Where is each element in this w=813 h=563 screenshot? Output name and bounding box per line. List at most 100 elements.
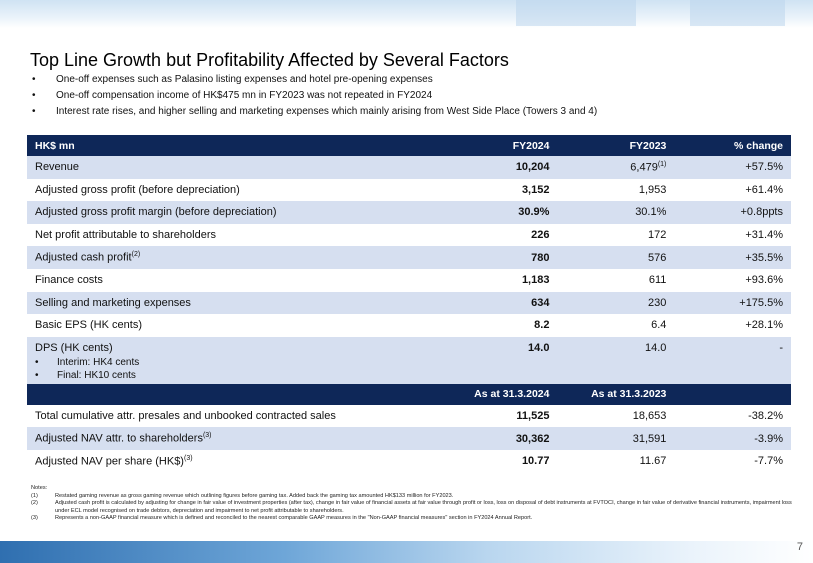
value-change: +61.4% [745,183,783,196]
row-label: Adjusted gross profit (before depreciati… [35,183,240,196]
table-row: Finance costs 1,183 611 +93.6% [27,269,791,292]
value-fy2023: 30.1% [635,206,667,219]
value-change: -38.2% [748,410,783,423]
value-fy2024: 1,183 [521,274,550,287]
footnote-marker: (2) [131,251,141,259]
header-as-at-2023: As at 31.3.2023 [591,388,667,401]
list-item-text: Interim: HK4 cents [57,356,140,368]
row-label: Net profit attributable to shareholders [35,229,216,242]
page-number: 7 [796,541,803,553]
label-text: Adjusted NAV per share (HK$) [35,455,184,468]
footnote-text: Adjusted cash profit is calculated by ad… [55,500,792,514]
top-band-strip [690,0,785,26]
value-fy2023: 172 [648,229,667,242]
table-row: Adjusted NAV per share (HK$)(3) 10.77 11… [27,450,791,473]
label-text: DPS (HK cents) [35,341,113,354]
table-row: Adjusted cash profit(2) 780 576 +35.5% [27,246,791,269]
value-fy2024: 10,204 [515,161,550,174]
value-text: 6,479 [630,161,658,174]
top-band-strip [516,0,636,26]
row-label: DPS (HK cents) • Interim: HK4 cents • Fina… [27,337,441,384]
value-fy2023: 230 [648,296,667,309]
value-2023: 11.67 [639,455,667,468]
table-row: Selling and marketing expenses 634 230 +… [27,291,791,315]
row-label: Finance costs [35,274,103,287]
table-row: Total cumulative attr. presales and unbo… [27,405,791,428]
subheader-blank [674,384,791,405]
footnote-number: (2) [31,500,38,507]
value-fy2024: 3,152 [521,183,550,196]
list-item-text: Final: HK10 cents [57,369,136,381]
value-fy2023: 576 [648,251,667,264]
bottom-decorative-band [0,541,813,563]
footnote-marker: (3) [183,454,193,462]
value-change: +57.5% [745,161,783,174]
bullet-glyph: • [35,356,39,368]
table-row: Revenue 10,204 6,479(1) +57.5% [27,156,791,179]
summary-bullets: • One-off expenses such as Palasino listi… [30,73,597,121]
value-fy2023: 6,479(1) [557,156,674,179]
bullet-item: • Interest rate rises, and higher selling… [30,105,597,121]
row-label: Revenue [35,161,80,174]
financial-summary-table: HK$ mn FY2024 FY2023 % change Revenue 10… [27,135,791,473]
header-fy2023: FY2023 [629,139,667,152]
footnote-item: (1) Restated gaming revenue as gross gam… [31,493,803,501]
footnote-marker: (1) [657,160,667,168]
table-subheader-row: As at 31.3.2024 As at 31.3.2023 [27,383,791,405]
list-item: • Final: HK10 cents [35,369,433,382]
row-label: Adjusted NAV per share (HK$)(3) [27,450,441,473]
value-change: +175.5% [739,296,783,309]
subheader-blank [27,384,441,405]
row-label: Adjusted gross profit margin (before dep… [35,206,277,219]
header-fy2024: FY2024 [512,139,550,152]
slide-title: Top Line Growth but Profitability Affect… [30,50,509,70]
top-decorative-band [0,0,813,28]
bullet-glyph: • [32,106,36,117]
value-fy2023: 611 [648,274,667,287]
header-unit-label: HK$ mn [35,139,75,152]
row-label: Total cumulative attr. presales and unbo… [35,410,336,423]
value-change: +31.4% [745,229,783,242]
value-2024: 11,525 [516,410,550,423]
label-text: Adjusted NAV attr. to shareholders [35,432,203,445]
value-2024: 10.77 [521,455,550,468]
table-row: Basic EPS (HK cents) 8.2 6.4 +28.1% [27,314,791,337]
value-change: +28.1% [745,319,783,332]
bullet-glyph: • [35,369,39,381]
footnote-text: Restated gaming revenue as gross gaming … [55,492,454,499]
header-change: % change [733,139,783,152]
value-2023: 31,591 [632,432,667,445]
dps-breakdown-list: • Interim: HK4 cents • Final: HK10 cents [35,356,433,382]
table-header-row: HK$ mn FY2024 FY2023 % change [27,135,791,156]
label-text: Adjusted cash profit [35,252,132,264]
bullet-text: One-off expenses such as Palasino listin… [56,74,433,85]
footnotes: Notes: (1) Restated gaming revenue as gr… [31,485,803,523]
bullet-item: • One-off compensation income of HK$475 m… [30,89,597,105]
bullet-text: One-off compensation income of HK$475 mn… [56,90,433,101]
value-change: +35.5% [745,251,783,264]
row-label: Basic EPS (HK cents) [35,319,142,332]
bullet-text: Interest rate rises, and higher selling … [56,106,598,117]
value-change: +93.6% [745,274,783,287]
row-label: Selling and marketing expenses [35,296,191,309]
table-row: Adjusted gross profit margin (before dep… [27,201,791,224]
value-fy2024: 634 [531,296,550,309]
header-as-at-2024: As at 31.3.2024 [474,388,550,401]
value-fy2023: 1,953 [638,183,667,196]
value-change: - [779,341,783,354]
bullet-glyph: • [32,74,36,85]
footnote-text: Represents a non-GAAP financial measure … [55,515,533,522]
value-2023: 18,653 [632,410,667,423]
value-fy2023: 6.4 [651,319,667,332]
table-row: Adjusted gross profit (before depreciati… [27,179,791,202]
value-2024: 30,362 [515,432,550,445]
footnote-item: (2) Adjusted cash profit is calculated b… [31,500,803,515]
footnote-item: (3) Represents a non-GAAP financial meas… [31,515,803,523]
notes-heading: Notes: [31,485,48,491]
footnote-number: (3) [31,515,38,522]
footnote-number: (1) [31,492,38,499]
bullet-item: • One-off expenses such as Palasino listi… [30,73,597,89]
value-fy2024: 30.9% [518,206,550,219]
value-fy2024: 226 [531,229,550,242]
row-label: Adjusted cash profit(2) [27,246,441,269]
